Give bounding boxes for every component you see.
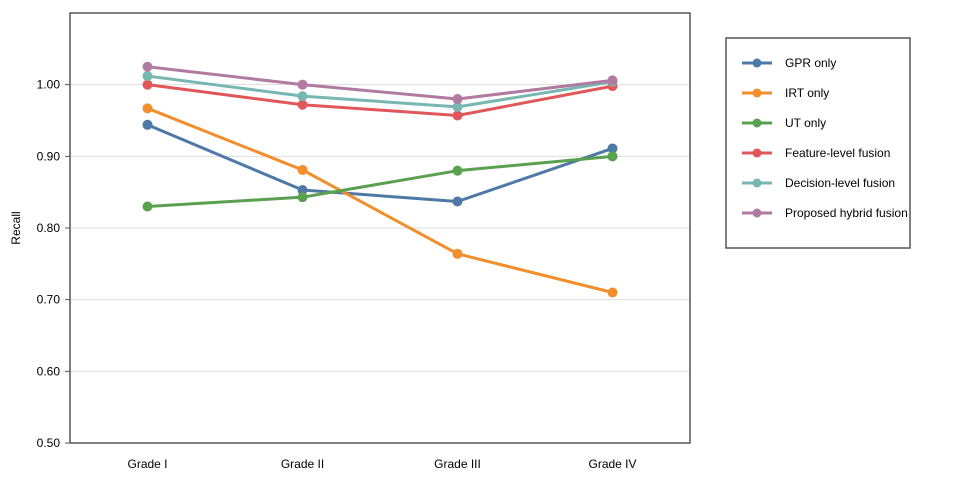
- data-point: [142, 71, 153, 82]
- series-5: [142, 61, 618, 104]
- legend: GPR only IRT only UT only Feature-level fus…: [725, 37, 911, 249]
- data-point: [452, 101, 463, 112]
- data-point: [452, 165, 463, 176]
- gridlines: [65, 84, 690, 444]
- data-point: [142, 119, 153, 130]
- data-point: [142, 201, 153, 212]
- legend-label: Feature-level fusion: [785, 146, 890, 160]
- series-line: [146, 106, 613, 294]
- data-point: [607, 75, 618, 86]
- legend-swatch-marker: [752, 148, 762, 158]
- legend-label: Proposed hybrid fusion: [785, 206, 908, 220]
- data-point: [452, 94, 463, 104]
- data-point: [607, 151, 618, 162]
- legend-label: Decision-level fusion: [785, 176, 895, 190]
- series-1: [142, 103, 618, 298]
- data-point: [452, 110, 463, 121]
- legend-swatch-marker: [752, 58, 762, 68]
- series-lines: [142, 61, 618, 298]
- data-point: [297, 99, 308, 110]
- legend-item: IRT only: [742, 86, 829, 100]
- legend-label: UT only: [785, 116, 826, 130]
- data-point: [297, 79, 308, 90]
- x-tick-label: Grade IV: [588, 457, 636, 471]
- legend-label: IRT only: [785, 86, 829, 100]
- x-tick-label: Grade III: [434, 457, 481, 471]
- plot-frame: [69, 12, 691, 444]
- legend-item: UT only: [742, 116, 826, 130]
- data-point: [607, 287, 618, 298]
- data-point: [142, 61, 153, 72]
- legend-swatch-marker: [752, 88, 762, 98]
- legend-swatch-marker: [752, 208, 762, 218]
- series-0: [142, 119, 618, 207]
- y-tick-label: 0.50: [37, 436, 61, 450]
- data-point: [452, 248, 463, 259]
- legend-item: Feature-level fusion: [742, 146, 890, 160]
- legend-label: GPR only: [785, 56, 836, 70]
- data-point: [297, 192, 308, 203]
- legend-swatch-marker: [752, 118, 762, 128]
- data-point: [142, 79, 153, 90]
- y-tick-label: 0.90: [37, 149, 61, 163]
- data-point: [607, 143, 618, 154]
- legend-swatch-marker: [752, 178, 762, 188]
- data-point: [142, 103, 153, 114]
- legend-item: Proposed hybrid fusion: [742, 206, 908, 220]
- y-axis-title: Recall: [9, 211, 23, 244]
- series-2: [142, 151, 618, 212]
- series-line: [147, 65, 613, 101]
- y-tick-label: 0.80: [37, 221, 61, 235]
- data-point: [297, 185, 308, 196]
- data-point: [297, 164, 308, 175]
- legend-item: GPR only: [742, 56, 836, 70]
- y-tick-label: 1.00: [37, 78, 61, 92]
- x-tick-label: Grade I: [127, 457, 167, 471]
- y-tick-labels: 0.50 0.60 0.70 0.80 0.90 1.00: [37, 78, 61, 450]
- series-line: [147, 154, 613, 208]
- series-line: [147, 74, 613, 109]
- x-tick-labels: Grade I Grade II Grade III Grade IV: [127, 457, 636, 471]
- data-point: [297, 91, 308, 102]
- x-tick-label: Grade II: [281, 457, 324, 471]
- data-point: [452, 196, 463, 207]
- series-line: [146, 123, 613, 203]
- series-line: [147, 83, 613, 117]
- legend-item: Decision-level fusion: [742, 176, 895, 190]
- y-tick-label: 0.70: [37, 293, 61, 307]
- y-tick-label: 0.60: [37, 364, 61, 378]
